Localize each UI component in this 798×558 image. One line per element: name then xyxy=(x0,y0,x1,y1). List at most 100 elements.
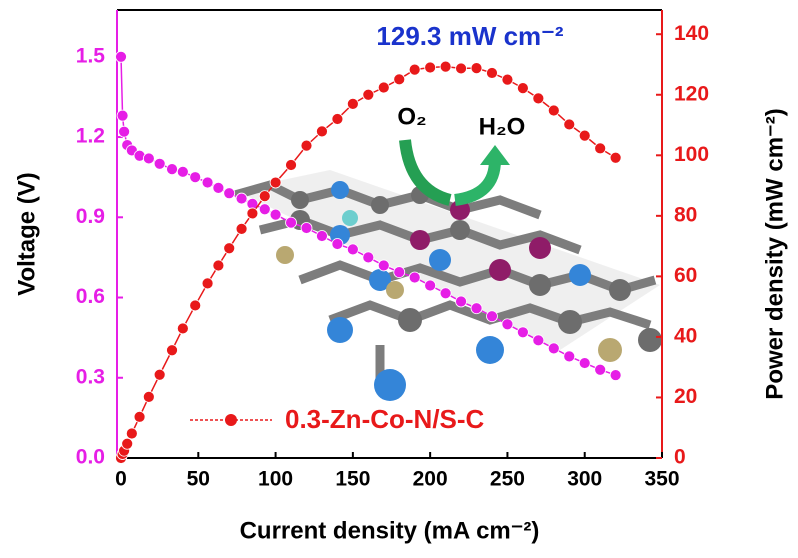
data-point xyxy=(235,222,248,235)
data-point xyxy=(470,302,483,315)
y2-tick-label: 100 xyxy=(674,143,709,166)
data-point xyxy=(362,88,375,101)
data-point xyxy=(594,363,607,376)
x-tick-label: 0 xyxy=(115,468,127,491)
atoms xyxy=(276,181,662,401)
data-point xyxy=(235,192,248,205)
data-point xyxy=(153,368,166,381)
y-tick-label: 0.0 xyxy=(76,446,105,469)
y-tick-label: 0.3 xyxy=(76,365,105,388)
data-point xyxy=(189,299,202,312)
data-point xyxy=(486,67,498,79)
data-point xyxy=(316,230,328,242)
data-point xyxy=(393,266,406,279)
data-point xyxy=(316,125,328,138)
data-point xyxy=(269,176,282,189)
data-point xyxy=(501,318,514,331)
y2-axis-title: Power density (mW cm⁻²) xyxy=(761,108,788,399)
annotation: 129.3 mW cm⁻² xyxy=(376,21,563,51)
data-point xyxy=(547,342,560,355)
data-point xyxy=(300,139,313,152)
y-tick-label: 0.6 xyxy=(76,285,105,308)
data-point xyxy=(300,222,313,234)
x-tick-label: 300 xyxy=(567,468,602,491)
data-point xyxy=(578,129,591,142)
data-point xyxy=(331,113,344,125)
data-point xyxy=(609,369,622,381)
x-tick-label: 50 xyxy=(187,468,210,491)
data-point xyxy=(223,242,236,255)
y2-tick-label: 80 xyxy=(674,203,697,226)
data-point xyxy=(408,271,421,284)
y-tick-label: 0.9 xyxy=(76,205,105,228)
data-point xyxy=(609,151,622,164)
data-point xyxy=(201,277,214,290)
y2-tick-label: 140 xyxy=(674,22,709,45)
data-point xyxy=(346,243,359,256)
data-point xyxy=(223,187,236,200)
y2-tick-label: 120 xyxy=(674,82,709,105)
data-point xyxy=(516,326,529,339)
data-point xyxy=(393,73,406,86)
data-point xyxy=(212,259,225,272)
arrow-in xyxy=(399,139,452,206)
data-point xyxy=(189,171,202,184)
molecule-inset xyxy=(233,139,662,401)
data-point xyxy=(532,92,545,105)
series-line xyxy=(120,65,617,459)
data-point xyxy=(439,287,452,300)
data-point xyxy=(532,334,545,347)
data-point xyxy=(121,437,134,450)
data-point xyxy=(133,410,146,423)
data-point xyxy=(578,357,591,369)
data-point xyxy=(285,216,297,229)
data-point xyxy=(246,207,259,220)
data-point xyxy=(118,125,131,138)
y-axis-title: Voltage (V) xyxy=(13,172,40,296)
annotation: O₂ xyxy=(397,103,426,130)
data-point xyxy=(594,142,607,155)
y2-tick-label: 0 xyxy=(674,446,686,469)
y2-tick-label: 40 xyxy=(674,324,697,347)
data-point xyxy=(547,104,560,117)
y2-tick-label: 20 xyxy=(674,385,697,408)
data-point xyxy=(377,81,390,94)
data-point xyxy=(455,62,467,75)
data-point xyxy=(285,159,297,171)
data-point xyxy=(408,63,421,76)
x-axis-title: Current density (mA cm⁻²) xyxy=(240,517,540,544)
y2-tick-label: 60 xyxy=(674,264,697,287)
data-point xyxy=(331,238,344,250)
data-point xyxy=(176,165,189,178)
data-point xyxy=(346,97,359,110)
data-point xyxy=(269,208,282,221)
data-point xyxy=(142,390,155,403)
data-point xyxy=(176,322,189,335)
data-point xyxy=(424,279,437,292)
data-point xyxy=(115,50,127,63)
data-point xyxy=(201,176,214,189)
x-tick-label: 250 xyxy=(490,468,525,491)
legend-label: 0.3-Zn-Co-N/S-C xyxy=(285,404,485,434)
data-point xyxy=(362,251,375,264)
x-tick-label: 350 xyxy=(644,468,679,491)
x-tick-label: 200 xyxy=(413,468,448,491)
data-point xyxy=(516,82,529,94)
data-point xyxy=(563,118,576,131)
data-point xyxy=(142,152,155,165)
data-point xyxy=(424,61,437,74)
data-point xyxy=(153,157,166,170)
data-point xyxy=(377,259,390,272)
arrow-out xyxy=(454,159,501,206)
legend-marker xyxy=(225,414,237,426)
data-point xyxy=(563,350,576,363)
data-point xyxy=(470,62,483,75)
data-point xyxy=(439,60,452,73)
data-point xyxy=(486,310,498,323)
arrow-head xyxy=(480,145,510,165)
data-point xyxy=(212,181,225,194)
data-point xyxy=(166,344,178,357)
data-point xyxy=(258,190,271,203)
